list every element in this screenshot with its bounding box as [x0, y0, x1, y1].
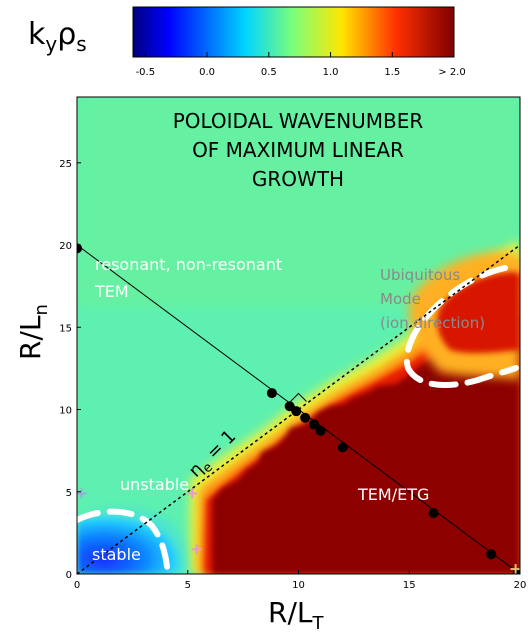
- scan-point-5: [309, 419, 320, 430]
- marker-cross-0: [77, 488, 87, 499]
- y-axis-label: R/Ln: [14, 304, 52, 360]
- annotation-ubiquitous-1: Ubiquitous: [380, 266, 460, 284]
- ubiquitous-patch-core: [437, 272, 520, 354]
- annotation-ubiquitous-2: Mode: [380, 290, 421, 308]
- chart-title-line-2: OF MAXIMUM LINEAR: [192, 138, 404, 162]
- marker-cross-1: [187, 488, 198, 499]
- colorbar-ticks: -0.5 0.0 0.5 1.0 1.5 > 2.0: [136, 52, 466, 78]
- colorbar-tick-0.5: 0.5: [261, 67, 277, 78]
- y-tick-label-5: 5: [66, 488, 72, 499]
- annotation-resonant-2: TEM: [94, 282, 129, 301]
- darkred-region: [212, 316, 520, 574]
- colorbar: -0.5 0.0 0.5 1.0 1.5 > 2.0 kyρs: [28, 6, 466, 78]
- scan-point-1: [266, 388, 277, 399]
- heatmap: [77, 97, 520, 574]
- y-tick-label-15: 15: [59, 323, 72, 334]
- stability-boundary: [77, 508, 171, 574]
- colorbar-tick-0.0: 0.0: [199, 67, 215, 78]
- right-angle-marker: [290, 392, 307, 402]
- x-tick-label-5: 5: [185, 580, 191, 591]
- ubiquitous-boundary: [403, 265, 519, 388]
- scan-point-3: [291, 406, 302, 417]
- annotation-stable: stable: [92, 545, 141, 564]
- x-tick-label-0: 0: [74, 580, 80, 591]
- x-tick-label-15: 15: [403, 580, 416, 591]
- scan-point-0: [77, 243, 82, 254]
- y-tick-label-25: 25: [59, 159, 72, 170]
- x-tick-label-10: 10: [292, 580, 305, 591]
- chart-title-line-3: GROWTH: [252, 167, 344, 191]
- y-tick-label-0: 0: [66, 570, 72, 581]
- annotation-ubiquitous-3: (ion direction): [380, 314, 485, 332]
- eta-line: [77, 244, 520, 574]
- colorbar-tick--0.5: -0.5: [136, 67, 156, 78]
- y-tick-label-20: 20: [59, 241, 72, 252]
- x-tick-label-20: 20: [514, 580, 527, 591]
- marker-cross-2: [191, 544, 202, 555]
- scan-point-7: [337, 442, 348, 453]
- y-tick-label-10: 10: [59, 406, 72, 417]
- scan-point-8: [428, 508, 439, 519]
- scan-point-4: [300, 412, 311, 423]
- scan-point-9: [486, 549, 497, 560]
- marker-cross-3: [510, 564, 520, 574]
- scan-point-6: [315, 425, 326, 436]
- chart-title-line-1: POLOIDAL WAVENUMBER: [173, 109, 424, 133]
- y-axis-ticks: 0 5 10 15 20 25: [59, 159, 81, 581]
- colorbar-label: kyρs: [28, 17, 87, 56]
- cyan-halo: [77, 508, 188, 574]
- colorbar-gradient: [132, 6, 455, 58]
- colorbar-tick-1.0: 1.0: [323, 67, 339, 78]
- marker-crosses: [77, 488, 520, 574]
- annotation-resonant-1: resonant, non-resonant: [95, 255, 282, 274]
- annotation-unstable: unstable: [120, 475, 189, 494]
- colorbar-tick-1.5: 1.5: [384, 67, 400, 78]
- x-axis-ticks: 0 5 10 15 20: [74, 570, 527, 591]
- annotation-tem-etg: TEM/ETG: [357, 485, 429, 504]
- x-axis-label: R/LT: [268, 596, 325, 634]
- colorbar-tick-> 2.0: > 2.0: [438, 67, 465, 78]
